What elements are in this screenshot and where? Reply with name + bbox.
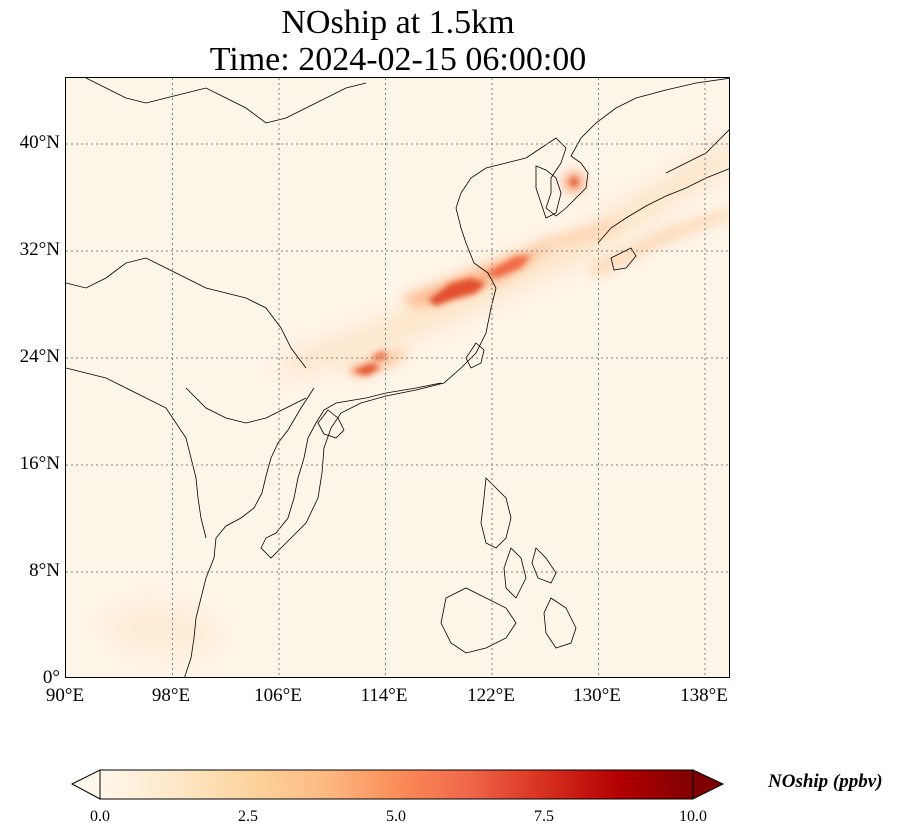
map-panel [65, 77, 730, 678]
colorbar-tick-5: 5.0 [386, 808, 406, 825]
gridlines [66, 78, 729, 677]
lat-tick-16n: 16°N [19, 453, 60, 474]
colorbar [70, 769, 725, 800]
lat-tick-24n: 24°N [19, 346, 60, 367]
lat-tick-0: 0° [42, 667, 60, 688]
colorbar-tick-2-5: 2.5 [238, 808, 258, 825]
lat-tick-40n: 40°N [19, 132, 60, 153]
colorbar-tick-0: 0.0 [90, 808, 110, 825]
colorbar-extend-min [70, 769, 101, 800]
colorbar-label: NOship (ppbv) [768, 771, 883, 792]
lon-tick-98e: 98°E [151, 685, 191, 706]
map-background [66, 78, 729, 677]
lon-tick-114e: 114°E [360, 685, 408, 706]
map-subtitle: Time: 2024-02-15 06:00:00 [209, 41, 587, 78]
colorbar-gradient [99, 769, 694, 800]
map-canvas [66, 78, 729, 677]
colorbar-extend-max [692, 769, 725, 800]
lon-tick-122e: 122°E [467, 685, 515, 706]
lat-tick-8n: 8°N [29, 560, 60, 581]
lon-tick-90e: 90°E [45, 685, 85, 706]
lat-tick-32n: 32°N [19, 239, 60, 260]
lon-tick-106e: 106°E [254, 685, 302, 706]
plume-layer [96, 139, 729, 658]
map-title: NOship at 1.5km [281, 4, 515, 41]
colorbar-tick-10: 10.0 [679, 808, 707, 825]
lon-tick-130e: 130°E [573, 685, 621, 706]
colorbar-tick-7-5: 7.5 [534, 808, 554, 825]
lon-tick-138e: 138°E [680, 685, 728, 706]
